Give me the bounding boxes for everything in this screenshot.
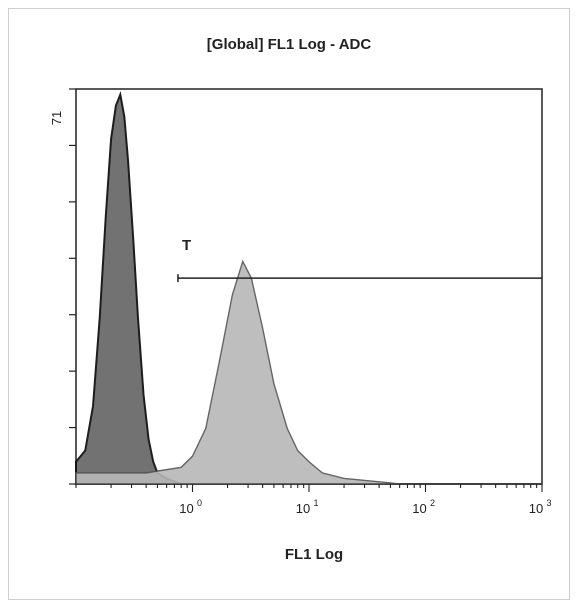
histogram-series-1	[75, 90, 542, 485]
x-tick-label-1: 10	[179, 501, 193, 516]
x-tick-exponent-2: 1	[313, 498, 318, 508]
plot-layer: T	[69, 88, 542, 485]
chart-title: [Global] FL1 Log - ADC	[207, 36, 372, 53]
gate-label: T	[182, 237, 191, 254]
x-tick-label-2: 10	[296, 501, 310, 516]
histogram-series-2	[75, 259, 542, 485]
x-tick-label-3: 10	[412, 501, 426, 516]
x-tick-group: 10 0 10 1 10 2 10 3	[75, 484, 552, 516]
x-tick-exponent-4: 3	[546, 498, 551, 508]
x-axis-label: FL1 Log	[285, 546, 343, 563]
x-tick-exponent-3: 2	[430, 498, 435, 508]
x-tick-label-4: 10	[529, 501, 543, 516]
y-max-tick-label: 71	[49, 111, 64, 125]
x-tick-exponent-1: 0	[197, 498, 202, 508]
